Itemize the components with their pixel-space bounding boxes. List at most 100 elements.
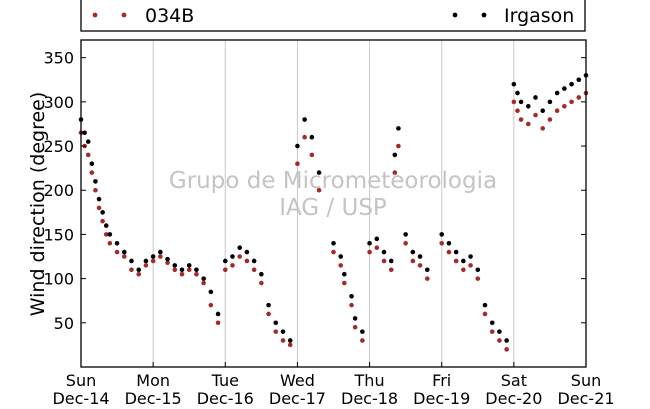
x-tick-label-date: Dec-17 [269, 389, 326, 408]
data-point [349, 302, 354, 308]
data-point [179, 271, 185, 277]
data-point [374, 236, 380, 242]
data-point [374, 245, 380, 250]
data-point [342, 271, 347, 277]
data-point [392, 152, 398, 158]
data-point [547, 117, 553, 122]
data-point [424, 267, 430, 273]
data-point [222, 258, 228, 264]
data-point [525, 103, 531, 109]
data-point [533, 95, 538, 100]
x-tick-label-date: Dec-21 [557, 389, 614, 408]
data-point [316, 187, 322, 193]
data-point [360, 338, 365, 343]
data-point [518, 99, 524, 105]
data-point [273, 320, 279, 326]
data-point [489, 320, 495, 326]
data-point [85, 139, 91, 144]
data-point [150, 254, 156, 259]
data-point [540, 108, 546, 114]
y-tick-label: 350 [43, 49, 74, 68]
data-point [482, 302, 488, 308]
data-point [475, 267, 481, 273]
watermark-line-2: IAG / USP [279, 195, 387, 221]
y-tick-label: 100 [43, 270, 74, 289]
x-tick-label-day: Fri [432, 371, 451, 390]
data-point [82, 130, 87, 136]
grid-lines [152, 40, 515, 367]
data-point [129, 267, 134, 273]
data-point [186, 263, 192, 268]
data-point [533, 112, 538, 118]
data-point [562, 86, 567, 91]
data-point [201, 276, 206, 281]
series-034B [78, 90, 589, 352]
watermark-line-1: Grupo de Micrometeorologia [169, 168, 497, 194]
legend-label-034b: 034B [145, 5, 194, 27]
data-point [186, 267, 192, 273]
data-points [78, 73, 589, 352]
data-point [280, 338, 286, 343]
data-point [392, 170, 398, 175]
data-point [388, 258, 394, 264]
data-point [201, 280, 206, 286]
data-point [511, 81, 517, 87]
data-point [349, 293, 354, 299]
data-point [295, 161, 300, 167]
data-point [396, 143, 401, 149]
data-point [251, 258, 257, 264]
data-point [158, 254, 163, 259]
data-point [316, 170, 322, 175]
data-point [338, 263, 344, 268]
data-point [410, 258, 416, 264]
data-point [446, 249, 452, 255]
x-tick-label-day: Thu [354, 371, 385, 390]
data-point [475, 276, 481, 281]
data-point [93, 187, 98, 193]
data-point [222, 267, 228, 273]
x-tick-label-date: Dec-16 [197, 389, 254, 408]
legend-marker-034b [92, 12, 98, 18]
data-point [244, 249, 250, 255]
data-point [381, 249, 387, 255]
legend-box [80, 0, 586, 32]
data-point [453, 258, 459, 264]
data-point [396, 126, 401, 131]
data-point [417, 254, 423, 259]
data-point [468, 263, 473, 268]
watermark: Grupo de Micrometeorologia IAG / USP [169, 168, 497, 221]
data-point [266, 302, 271, 308]
data-point [302, 117, 307, 122]
data-point [136, 267, 142, 273]
data-point [179, 267, 185, 273]
data-point [352, 324, 358, 330]
data-point [121, 249, 127, 255]
data-point [439, 240, 445, 246]
data-point [576, 77, 582, 83]
data-point [504, 338, 509, 343]
data-point [547, 99, 553, 105]
x-tick-label-date: Dec-14 [52, 389, 109, 408]
x-tick-label-date: Dec-15 [125, 389, 182, 408]
data-point [215, 311, 221, 317]
data-point [569, 81, 574, 87]
legend-label-irgason: Irgason [504, 5, 574, 27]
data-point [158, 249, 163, 255]
data-point [96, 205, 102, 211]
data-point [129, 258, 134, 264]
data-point [424, 276, 430, 281]
legend-marker-irgason [481, 12, 487, 18]
x-tick-label-day: Wed [280, 371, 315, 390]
data-point [230, 263, 235, 268]
data-point [165, 260, 170, 266]
data-point [388, 267, 394, 273]
data-point [497, 329, 502, 334]
data-point [515, 108, 520, 114]
y-tick-label: 250 [43, 137, 74, 156]
data-point [172, 263, 178, 268]
data-point [165, 256, 170, 262]
data-point [121, 254, 127, 259]
data-point [439, 232, 445, 237]
data-point [150, 258, 156, 264]
